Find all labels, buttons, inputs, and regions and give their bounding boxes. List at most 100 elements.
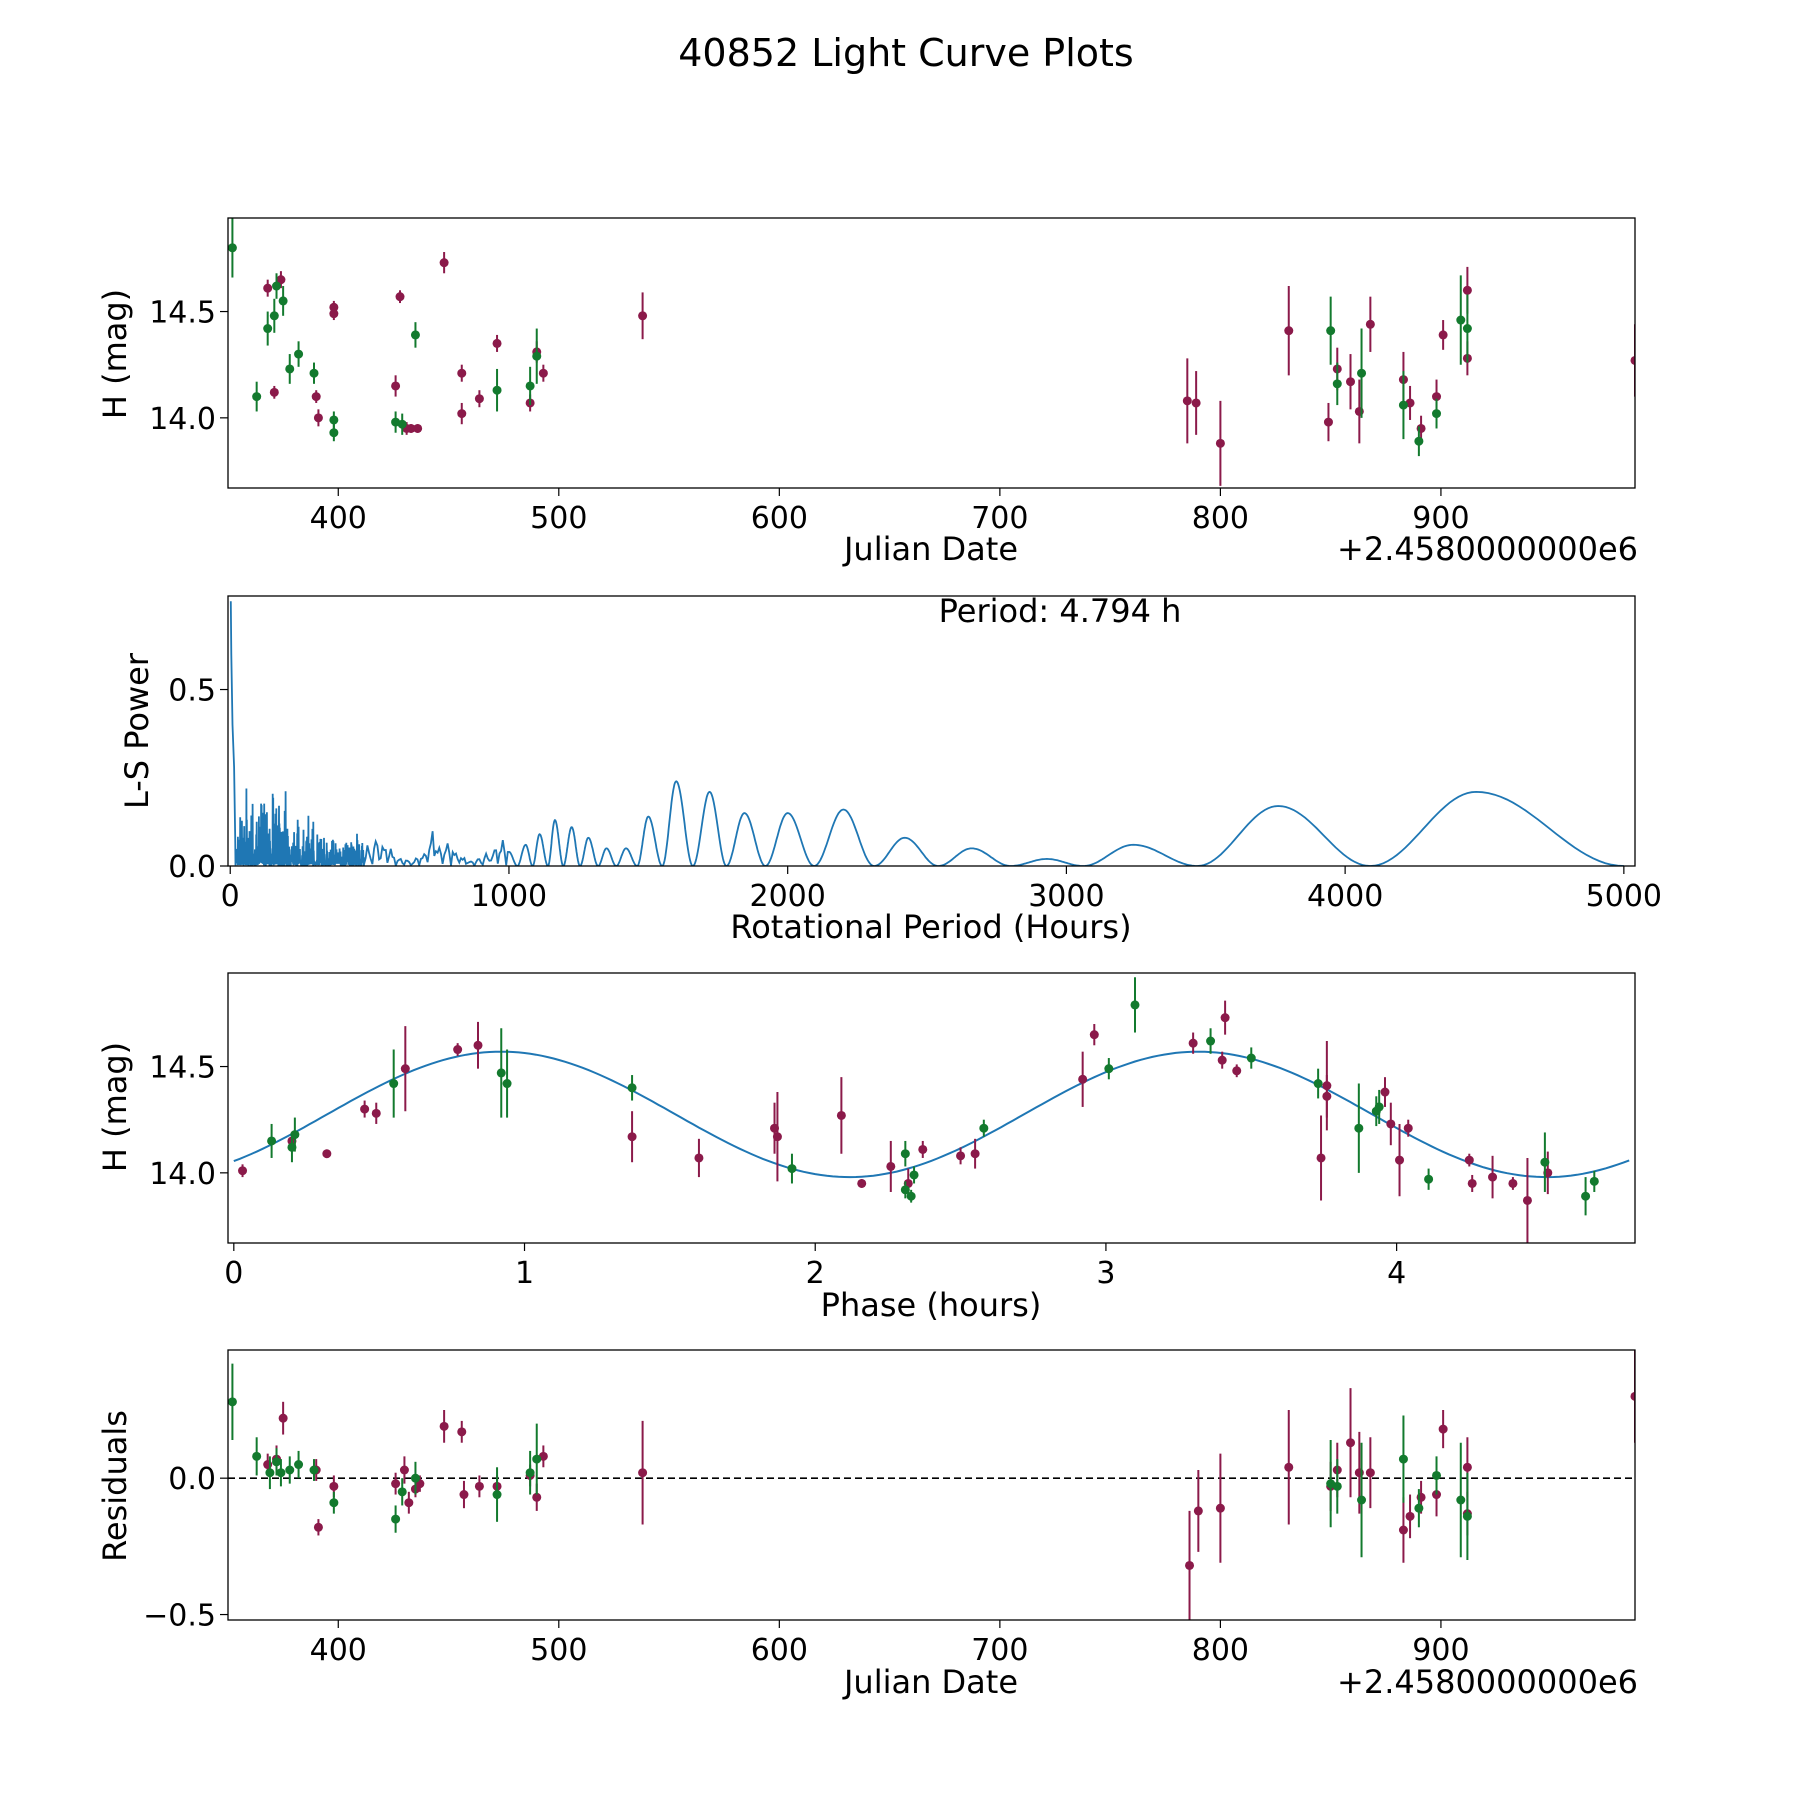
series_b-point [397,419,407,429]
series_b-point [329,1498,339,1508]
series_b-point [1313,1079,1323,1089]
phased-curve-xtick-label: 4 [1387,1256,1406,1291]
series_a-point [638,311,648,321]
series_a-point [1395,1155,1405,1165]
series_b-point [265,1468,275,1478]
series_b-point [272,1457,282,1467]
series_b-point [525,381,535,391]
series_a-point [538,368,548,378]
series_a-point [836,1110,846,1120]
residuals-xtick-label: 700 [971,1633,1028,1668]
series_b-point [294,349,304,359]
series_b-point [1589,1176,1599,1186]
series_b-point [627,1083,637,1093]
series_a-point [457,409,467,419]
series_a-point [1323,417,1333,427]
series_b-point [900,1149,910,1159]
light-curve-xtick-label: 900 [1412,501,1469,536]
model-sine-curve [233,1050,1630,1179]
residuals-offset-label: +2.4580000000e6 [1337,1663,1638,1701]
series_b-point [309,368,319,378]
series_b-point [1462,324,1472,334]
series_a-point [1232,1066,1242,1076]
series_a-point [857,1178,867,1188]
series_a-point [399,1465,409,1475]
periodogram-panel: Rotational Period (Hours) L-S Power Peri… [118,592,1662,946]
light-curve-xtick-label: 400 [310,501,367,536]
phased-curve-xlabel: Phase (hours) [821,1286,1042,1324]
series_a-point [1386,1119,1396,1129]
series_b-point [329,415,339,425]
series_a-point [1438,330,1448,340]
series_a-point [1346,377,1356,387]
series_a-point [391,381,401,391]
series_a-point [1488,1172,1498,1182]
periodogram-xtick-label: 4000 [1307,879,1383,914]
series_b-point [1432,409,1442,419]
period-annotation: Period: 4.794 h [939,592,1182,630]
series_b-point [290,1130,300,1140]
light-curve-plot-area [228,218,1635,486]
series_a-point [694,1153,704,1163]
residuals-ylabel: Residuals [96,1410,134,1562]
residuals-ytick-label: 0.0 [168,1462,216,1497]
periodogram-ytick-label: 0.5 [168,674,216,709]
series_a-point [406,423,416,433]
series_a-point [439,1421,449,1431]
residuals-xtick-label: 400 [310,1633,367,1668]
series_b-point [1332,1481,1342,1491]
series_a-point [1188,1038,1198,1048]
phased-curve-xtick-label: 3 [1096,1256,1115,1291]
series_a-point [1462,285,1472,295]
light-curve-offset-label: +2.4580000000e6 [1337,530,1638,568]
periodogram-ytick-label: 0.0 [168,850,216,885]
series_a-point [457,368,467,378]
series_b-point [228,243,237,253]
phased-curve-ytick-label: 14.5 [149,1051,216,1086]
periodogram-plot-area [229,601,1624,866]
periodogram-axes-frame [227,595,1636,867]
series_b-point [1354,1123,1364,1133]
series_a-point [1182,396,1192,406]
series_a-point [638,1468,648,1478]
series_a-point [474,394,484,404]
series_a-point [453,1045,463,1055]
series_a-point [1365,1468,1375,1478]
series_b-point [1130,1000,1140,1010]
periodogram-xtick-label: 5000 [1586,879,1662,914]
series_a-point [886,1161,896,1171]
phased-curve-panel: Phase (hours) H (mag) 0 1 2 3 4 14.0 14.5 [96,972,1636,1324]
series_a-point [970,1149,980,1159]
series_b-point [1104,1064,1114,1074]
light-curve-ytick-label: 14.0 [149,402,216,437]
series_a-point [1193,1506,1203,1516]
phased-curve-xtick-label: 1 [515,1256,534,1291]
series_b-point [272,281,282,291]
series_a-point [311,392,321,402]
series_a-point [413,423,423,433]
series_a-point [532,1492,542,1502]
series_b-point [979,1123,989,1133]
light-curve-xtick-label: 800 [1192,501,1249,536]
series_a-point [1398,1525,1408,1535]
series_a-point [1217,1055,1227,1065]
series_a-point [1089,1030,1099,1040]
series_a-point [1346,1438,1356,1448]
series_a-point [360,1104,370,1114]
light-curve-ylabel: H (mag) [96,289,134,419]
residuals-xtick-label: 800 [1192,1633,1249,1668]
series_a-point [404,1498,414,1508]
series_b-point [410,1473,420,1483]
series_a-point [1432,392,1442,402]
light-curve-xlabel: Julian Date [842,530,1018,568]
series_b-point [1424,1174,1434,1184]
series_b-point [1357,1495,1367,1505]
series_a-point [329,309,339,319]
periodogram-xtick-label: 0 [221,879,240,914]
phased-curve-ytick-label: 14.0 [149,1157,216,1192]
series_b-point [525,1468,535,1478]
light-curve-xtick-label: 700 [971,501,1028,536]
series_a-point [474,1481,484,1491]
